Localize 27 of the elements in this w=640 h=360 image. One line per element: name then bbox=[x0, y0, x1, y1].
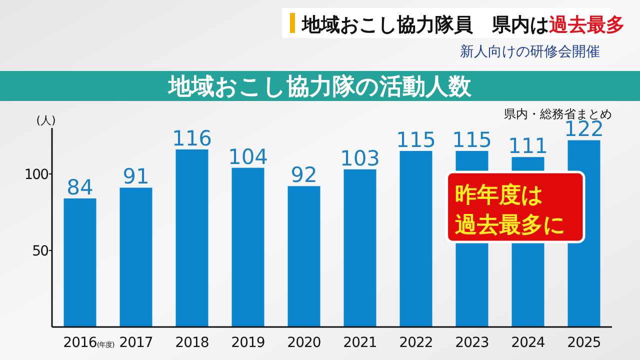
data-label: 115 bbox=[396, 128, 436, 152]
y-tick-label: 100 bbox=[24, 166, 48, 183]
y-axis-title: (人) bbox=[36, 114, 56, 127]
x-tick-label: 2023 bbox=[455, 335, 489, 351]
data-label: 103 bbox=[340, 146, 380, 170]
data-label: 104 bbox=[228, 144, 268, 169]
data-label: 116 bbox=[172, 126, 212, 150]
data-label: 115 bbox=[452, 128, 492, 152]
x-tick-label: 2017 bbox=[119, 335, 153, 351]
text: 過去最多 bbox=[548, 14, 625, 36]
data-label: 92 bbox=[290, 163, 318, 188]
x-tick-label: 2024 bbox=[511, 335, 546, 351]
x-tick-label: 2019 bbox=[231, 335, 265, 351]
chart-title: 地域おこし協力隊の活動人数 bbox=[168, 74, 472, 100]
x-tick-label: 2020 bbox=[287, 335, 321, 351]
x-tick-label: 2025 bbox=[567, 335, 601, 351]
text: 地域おこし協力隊員 県内は bbox=[301, 14, 549, 36]
y-tick-label: 50 bbox=[32, 243, 48, 260]
data-label: 84 bbox=[66, 175, 94, 200]
data-label: 91 bbox=[122, 164, 150, 189]
data-label: 111 bbox=[508, 134, 548, 158]
x-tick-label: 2018 bbox=[175, 335, 209, 351]
annotation: 過去最多に bbox=[454, 213, 566, 238]
x-tick-label: 2022 bbox=[399, 335, 433, 351]
x-tick-label: 2021 bbox=[343, 335, 377, 351]
annotation: 昨年度は bbox=[454, 182, 544, 208]
text: 新人向けの研修会開催 bbox=[460, 44, 600, 60]
